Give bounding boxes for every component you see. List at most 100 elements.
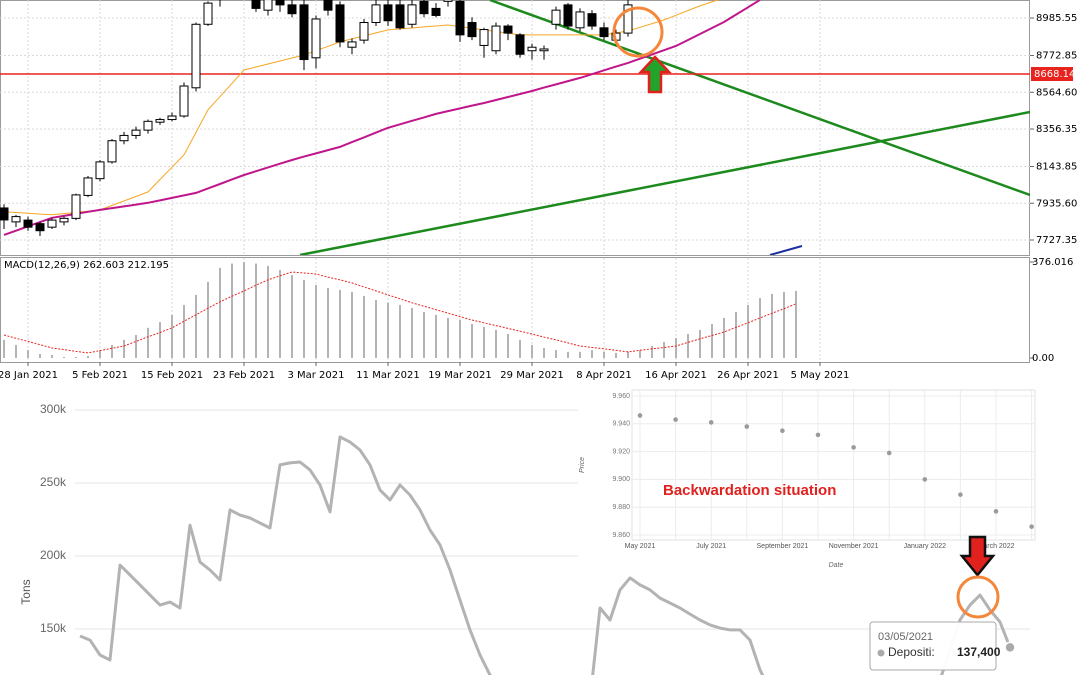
candle-body (551, 9, 561, 25)
macd-bar (579, 351, 581, 358)
y-tick-label: 0.00 (1032, 353, 1054, 364)
inset-bg (578, 386, 1035, 570)
level-label: 8668.14 (1034, 69, 1075, 80)
candle-body (191, 23, 201, 89)
candle-body (119, 134, 129, 142)
macd-bar (243, 262, 245, 358)
macd-bar (723, 317, 725, 358)
macd-bar (231, 263, 233, 358)
candle-body (527, 46, 537, 52)
macd-bar (3, 339, 5, 358)
candle-body (203, 2, 213, 25)
y-tick-label: 9.900 (612, 476, 630, 483)
candle-body (263, 0, 273, 11)
x-tick-label: May 2021 (625, 543, 656, 550)
macd-bar (675, 338, 677, 358)
x-tick-label: November 2021 (829, 543, 879, 550)
macd-bar (795, 290, 797, 358)
y-tick-label: 150k (40, 621, 67, 635)
macd-bar (423, 312, 425, 358)
price-point (815, 432, 821, 438)
x-tick-label: 26 Apr 2021 (717, 370, 779, 381)
price-point (922, 477, 928, 482)
macd-bar (771, 293, 773, 358)
macd-bar (315, 284, 317, 358)
macd-bar (267, 265, 269, 358)
macd-bar (327, 288, 329, 358)
macd-bar (387, 302, 389, 358)
macd-bar (759, 297, 761, 358)
macd-bar (735, 312, 737, 358)
deposit-line (79, 435, 1012, 675)
macd-bar (555, 350, 557, 358)
candle-body (299, 4, 309, 61)
macd-bar (699, 329, 701, 358)
candle-body (71, 194, 81, 219)
candle-body (95, 161, 105, 180)
candle-body (11, 216, 21, 223)
macd-bar (171, 314, 173, 358)
macd-signal (3, 271, 797, 354)
candle-body (251, 0, 261, 9)
y-tick-label: 8356.35 (1036, 124, 1077, 135)
highlight-circle (956, 575, 1000, 619)
annotations (612, 6, 1000, 619)
candle-body (0, 207, 9, 221)
macd-bar (207, 281, 209, 358)
macd-bar (255, 263, 257, 358)
tooltip-value: 137,400 (957, 645, 1001, 659)
candle-body (455, 0, 465, 36)
candle-body (335, 4, 345, 43)
highlight-circle (612, 6, 664, 58)
candle-body (23, 219, 33, 228)
candle-body (131, 129, 141, 136)
macd-bar (147, 327, 149, 358)
y-tick-label: 8143.85 (1036, 162, 1077, 173)
candle-body (467, 22, 477, 38)
y-tick-label: 7935.60 (1036, 198, 1077, 209)
macd-bar (435, 314, 437, 358)
y-tick-label: 7727.35 (1036, 235, 1077, 246)
candle-body (491, 25, 501, 52)
macd-bar (519, 339, 521, 358)
candle-body (371, 4, 381, 24)
candle-body (503, 25, 513, 34)
macd-bar (591, 350, 593, 358)
forward-curve-inset: 9.960 9.940 9.920 9.900 9.880 9.860 May 2021 Ju… (578, 386, 1036, 570)
candle-body (419, 0, 429, 15)
candle-body (515, 34, 525, 55)
y-tick-label: 376.016 (1032, 257, 1073, 268)
candle-body (395, 4, 405, 29)
x-tick-label: July 2021 (696, 543, 726, 550)
macd-bar (75, 356, 77, 358)
macd-bar (303, 279, 305, 358)
candle-body (539, 48, 549, 52)
macd-bar (351, 291, 353, 358)
y-tick-label: 250k (40, 475, 67, 489)
price-point (673, 417, 678, 422)
annotation: Backwardation situation (663, 482, 836, 499)
y-tick-label: 9.920 (612, 448, 630, 455)
x-tick-label: 3 Mar 2021 (287, 370, 344, 381)
macd-bar (507, 333, 509, 358)
inset-frame (631, 389, 1036, 541)
end-point (1004, 641, 1016, 654)
y-tick-label: 300k (40, 402, 67, 416)
candle-body (575, 11, 585, 29)
trend-line (769, 245, 803, 255)
candle-body (359, 22, 369, 41)
level-label-bg (1031, 67, 1073, 82)
candle-body (587, 13, 597, 27)
macd-bar (567, 351, 569, 358)
candle-body (143, 120, 153, 131)
x-tick-label: 5 Feb 2021 (72, 370, 128, 381)
x-tick-label: September 2021 (757, 543, 809, 550)
macd-bar (51, 354, 53, 358)
macd-bar (495, 329, 497, 358)
macd-bar (627, 351, 629, 358)
x-tick-label: 8 Apr 2021 (576, 370, 631, 381)
price-point (1029, 524, 1034, 529)
y-tick-label: 8985.55 (1036, 13, 1077, 24)
macd-bar (687, 333, 689, 358)
